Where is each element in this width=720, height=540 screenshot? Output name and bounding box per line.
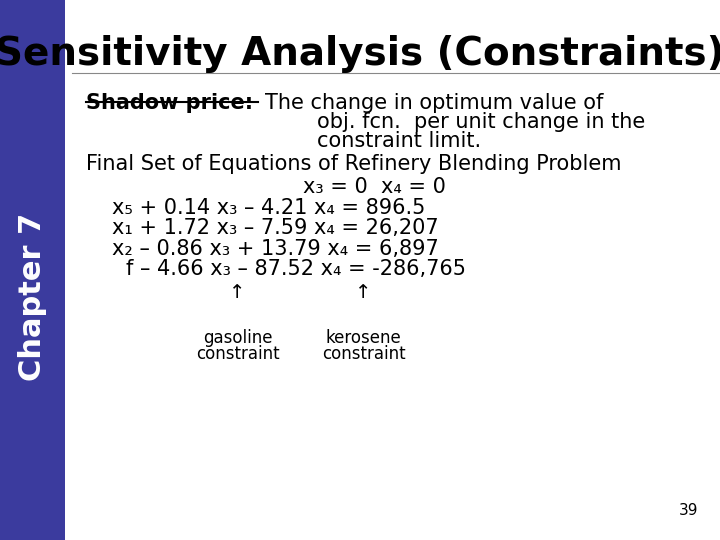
Text: x₂ – 0.86 x₃ + 13.79 x₄ = 6,897: x₂ – 0.86 x₃ + 13.79 x₄ = 6,897 [112,239,438,259]
Text: Final Set of Equations of Refinery Blending Problem: Final Set of Equations of Refinery Blend… [86,154,622,174]
Text: ↑: ↑ [356,284,372,302]
Text: Chapter 7: Chapter 7 [18,213,47,381]
Text: ↑: ↑ [230,284,246,302]
Text: constraint limit.: constraint limit. [317,131,481,151]
Text: gasoline: gasoline [203,329,272,347]
Text: constraint: constraint [196,345,279,362]
Text: f – 4.66 x₃ – 87.52 x₄ = -286,765: f – 4.66 x₃ – 87.52 x₄ = -286,765 [126,259,466,279]
Text: Sensitivity Analysis (Constraints): Sensitivity Analysis (Constraints) [0,35,720,73]
Text: constraint: constraint [322,345,405,362]
Text: x₅ + 0.14 x₃ – 4.21 x₄ = 896.5: x₅ + 0.14 x₃ – 4.21 x₄ = 896.5 [112,198,425,218]
Text: Shadow price:: Shadow price: [86,93,253,113]
Text: 39: 39 [679,503,698,518]
Text: kerosene: kerosene [325,329,402,347]
Text: x₁ + 1.72 x₃ – 7.59 x₄ = 26,207: x₁ + 1.72 x₃ – 7.59 x₄ = 26,207 [112,218,438,238]
Text: The change in optimum value of: The change in optimum value of [265,93,603,113]
Text: obj. fcn.  per unit change in the: obj. fcn. per unit change in the [317,112,645,132]
Text: x₃ = 0  x₄ = 0: x₃ = 0 x₄ = 0 [303,177,446,197]
